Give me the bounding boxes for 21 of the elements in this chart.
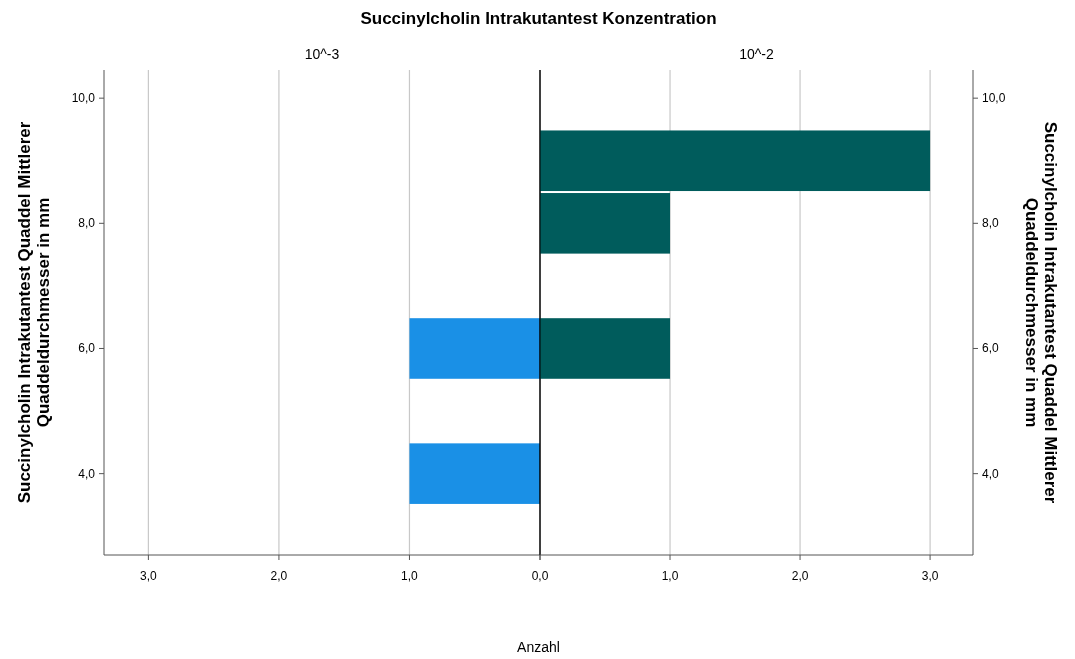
- y-tick-label: 6,0: [78, 341, 96, 356]
- x-tick-label: 3,0: [140, 569, 158, 583]
- y-tick-label: 8,0: [78, 216, 96, 231]
- x-tick-label: 1,0: [661, 569, 679, 583]
- y-tick-label: 4,0: [78, 466, 96, 481]
- y-tick-label: 10,0: [982, 91, 1006, 106]
- x-axis-title: Anzahl: [517, 639, 560, 655]
- chart-subtitle: 10^-2: [739, 46, 775, 62]
- y-tick-label: 8,0: [982, 216, 1000, 231]
- chart-subtitle: 10^-3: [304, 46, 340, 62]
- x-tick-label: 1,0: [401, 569, 419, 583]
- x-tick-label: 2,0: [791, 569, 809, 583]
- y-tick-label: 6,0: [982, 341, 1000, 356]
- x-tick-label: 0,0: [531, 569, 549, 583]
- x-tick-label: 3,0: [921, 569, 939, 583]
- y-axis-title: Succinylcholin Intrakutantest Quaddel Mittlerer Quaddeldurchmesser in mm: [15, 121, 53, 504]
- y-tick-label: 4,0: [982, 466, 1000, 481]
- chart-title: Succinylcholin Intrakutantest Konzentration: [360, 9, 717, 28]
- x-tick-label: 2,0: [270, 569, 288, 583]
- y-axis-title: Succinylcholin Intrakutantest Quaddel Mittlerer Quaddeldurchmesser in mm: [1022, 121, 1060, 504]
- y-tick-label: 10,0: [71, 91, 96, 106]
